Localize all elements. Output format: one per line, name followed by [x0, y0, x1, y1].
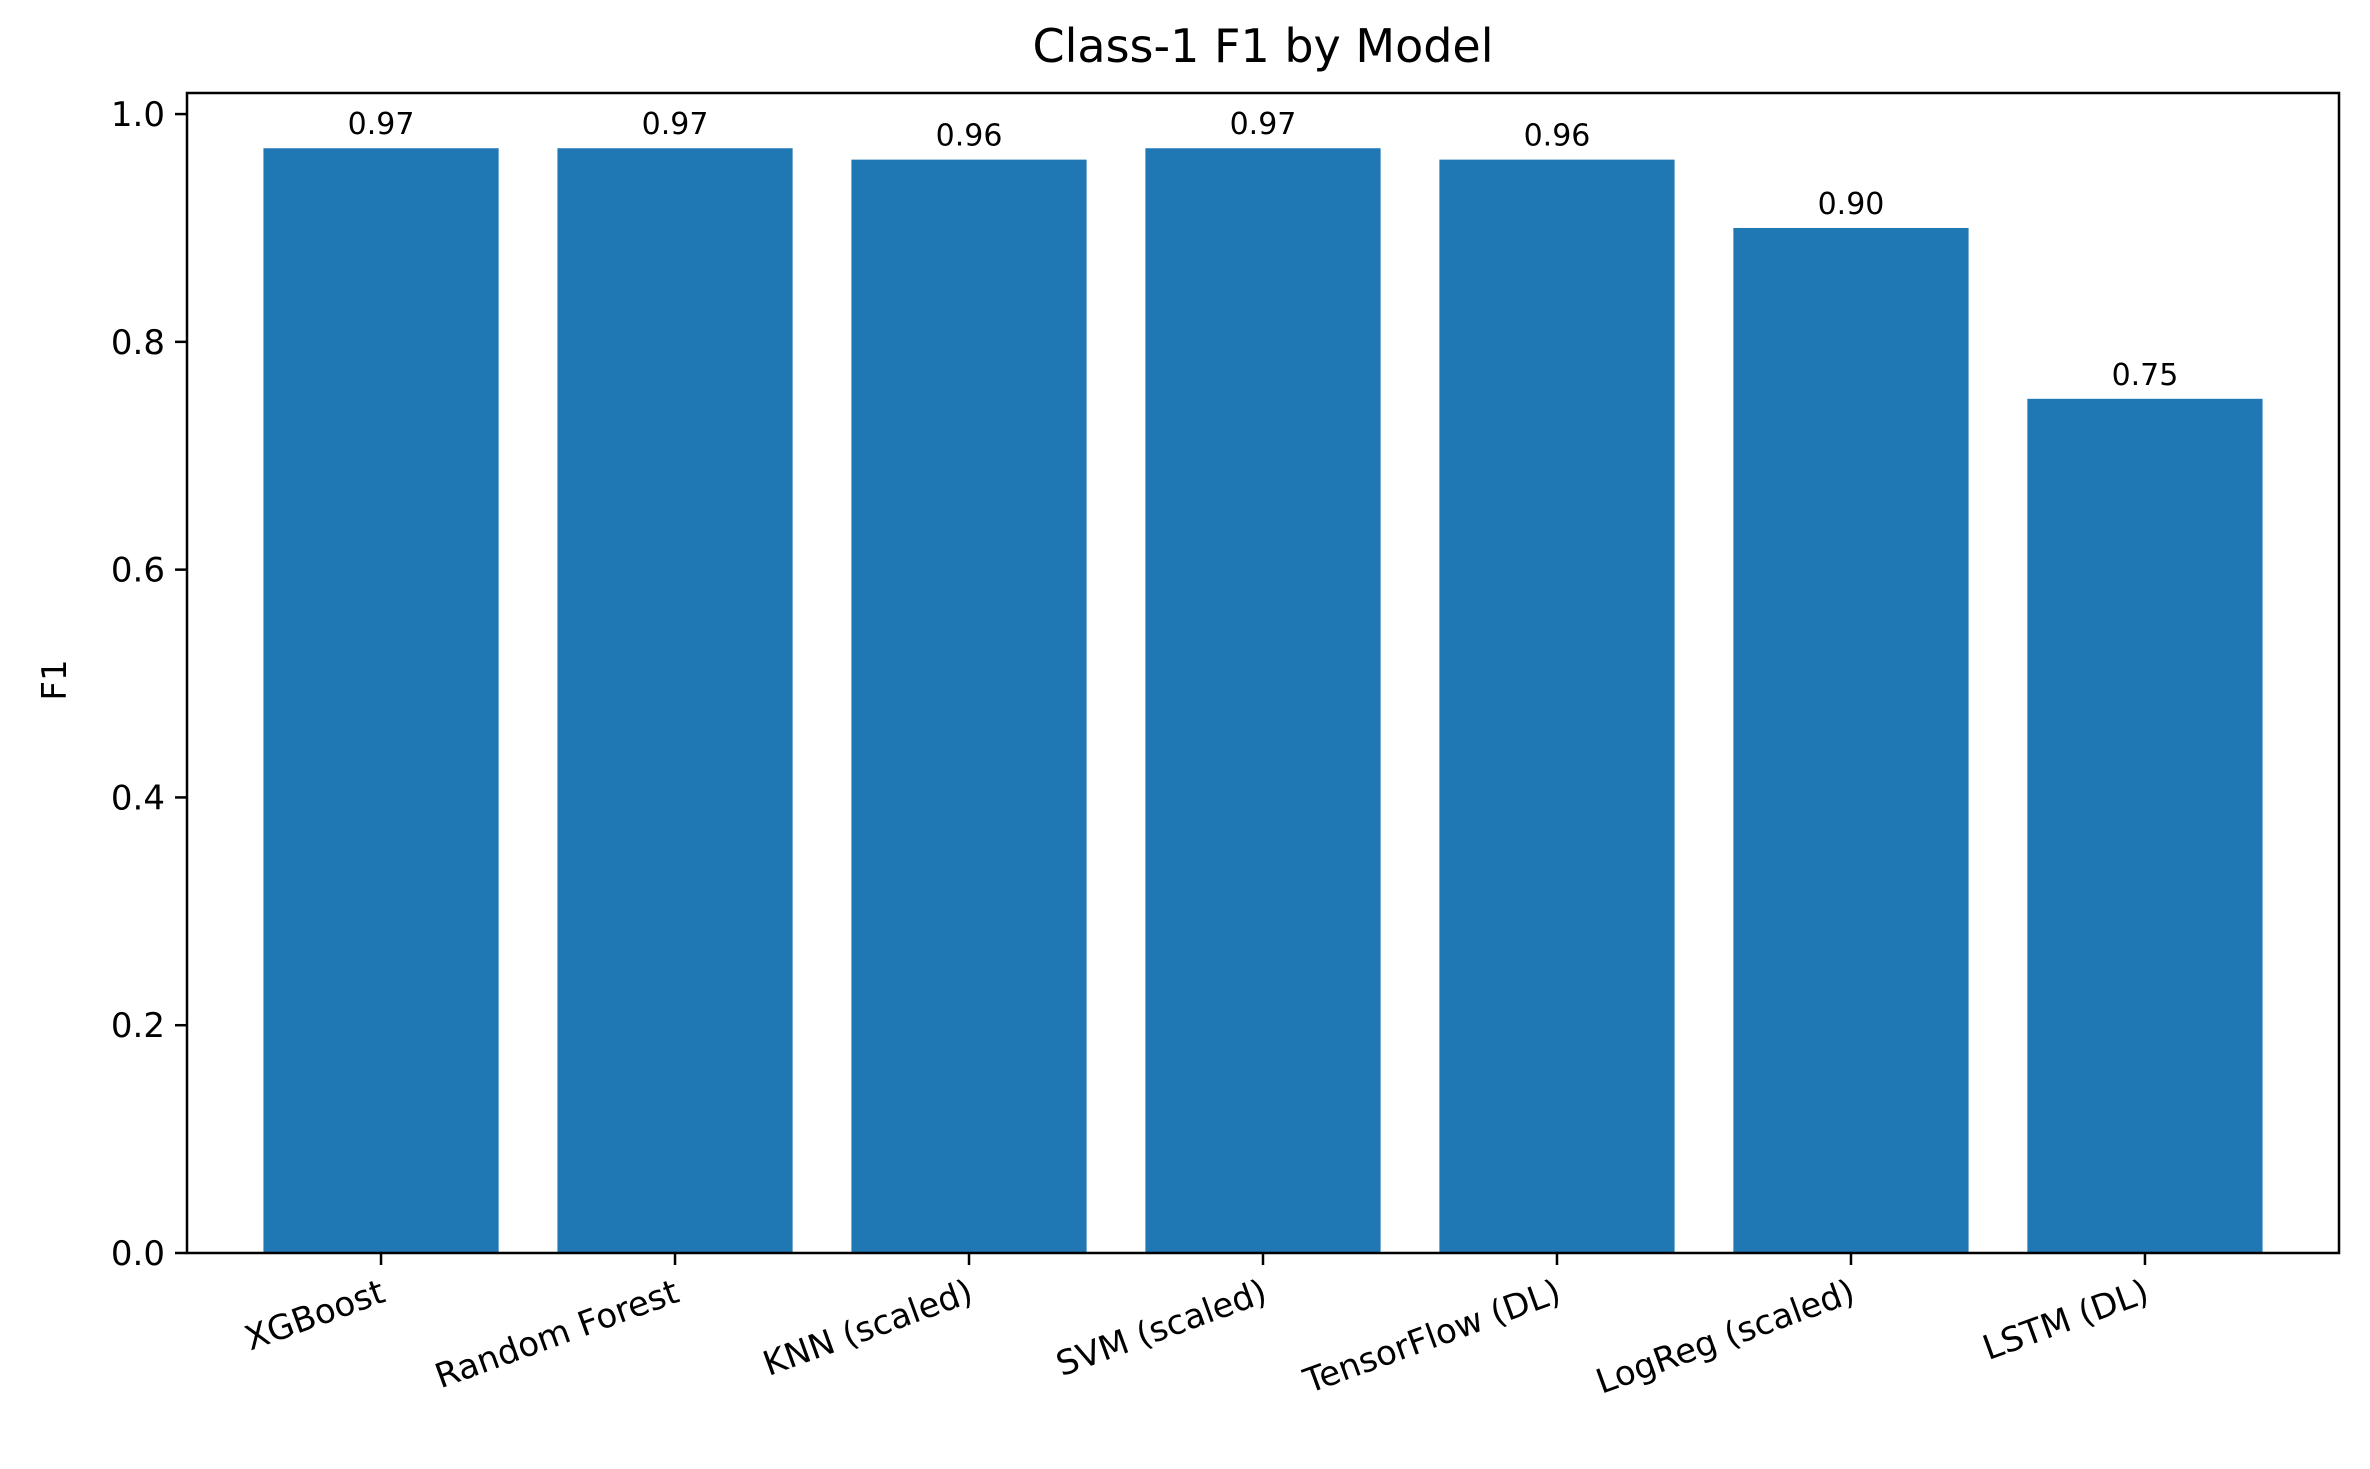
y-axis: 0.0 0.2 0.4 0.6 0.8 1.0 [111, 95, 187, 1274]
y-tick-label: 0.6 [111, 551, 165, 591]
y-axis-label: F1 [35, 659, 75, 700]
bar-knn-scaled [851, 159, 1087, 1253]
bar-tensorflow-dl [1439, 159, 1675, 1253]
y-tick-label: 0.2 [111, 1006, 165, 1046]
bar-svm-scaled [1145, 148, 1381, 1254]
value-label-random-forest: 0.97 [642, 107, 709, 142]
bar-logreg-scaled [1733, 227, 1969, 1254]
bar-lstm-dl [2027, 398, 2263, 1254]
value-label-knn-scaled: 0.96 [936, 119, 1003, 154]
bars-layer [263, 148, 2263, 1254]
y-tick-label: 0.8 [111, 323, 165, 363]
y-tick-label: 1.0 [111, 95, 165, 135]
plot-area-frame [185, 91, 2341, 1255]
bar-xgboost [263, 148, 499, 1254]
y-tick-label: 0.0 [111, 1234, 165, 1274]
value-label-logreg-scaled: 0.90 [1818, 187, 1885, 222]
y-tick-label: 0.4 [111, 778, 165, 818]
value-label-tensorflow-dl: 0.96 [1524, 119, 1591, 154]
chart-title: Class-1 F1 by Model [1032, 19, 1493, 73]
value-label-lstm-dl: 0.75 [2112, 358, 2179, 393]
value-label-svm-scaled: 0.97 [1230, 107, 1297, 142]
value-labels-layer: 0.97 0.97 0.96 0.97 0.96 0.90 0.75 [348, 107, 2179, 393]
value-label-xgboost: 0.97 [348, 107, 415, 142]
bar-random-forest [557, 148, 793, 1254]
